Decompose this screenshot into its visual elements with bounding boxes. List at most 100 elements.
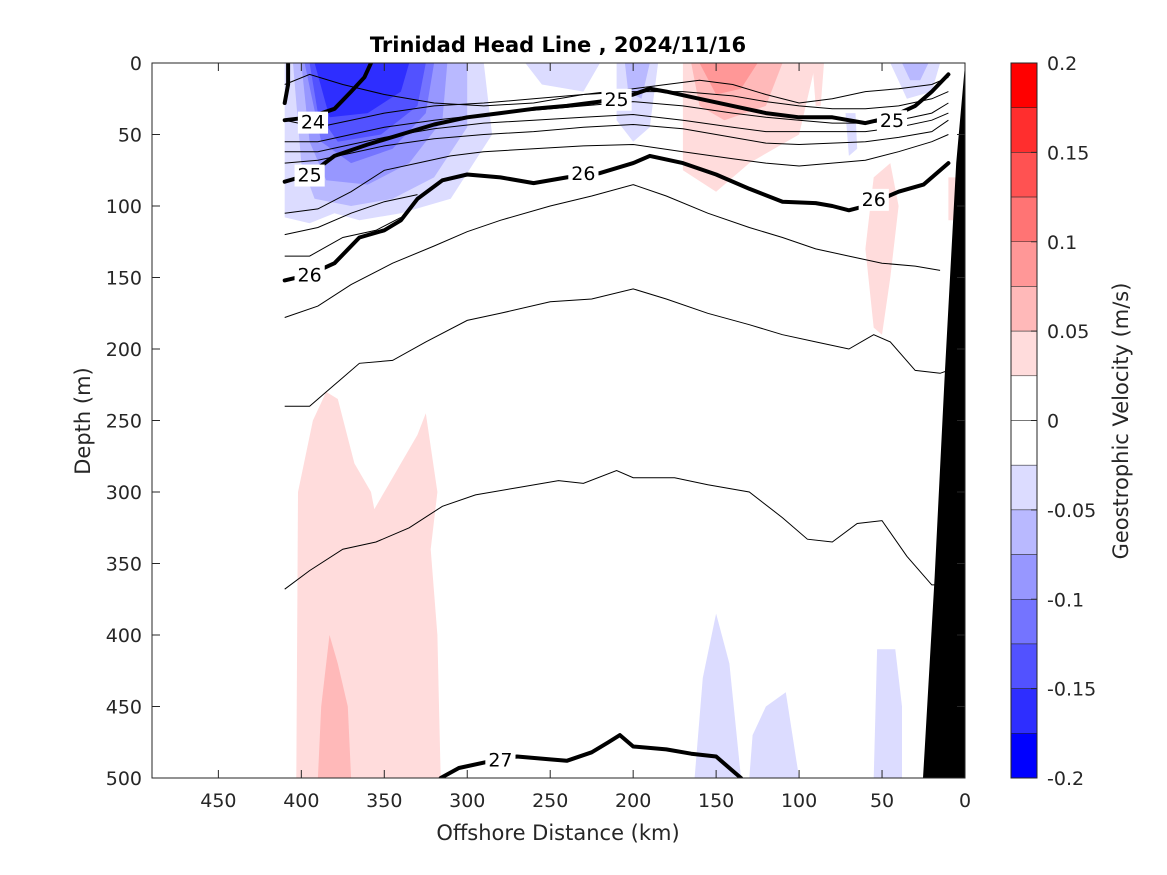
y-tick-label: 150 [106, 268, 142, 290]
bathymetry [922, 70, 965, 778]
plot-area: 24 25 25 25 26 26 26 27 [282, 63, 965, 778]
contour-label-26: 26 [298, 265, 322, 287]
y-axis-ticks: 0 50 100 150 200 250 300 350 400 450 500 [106, 53, 965, 790]
y-tick-label: 0 [130, 53, 142, 75]
x-tick-label: 300 [449, 790, 485, 812]
colorbar-tick-label: 0.15 [1047, 142, 1089, 164]
colorbar-level-13 [1010, 643, 1038, 689]
x-axis-ticks: 450 400 350 300 250 200 150 100 50 0 [200, 63, 971, 812]
colorbar-tick-label: 0 [1047, 411, 1059, 433]
colorbar-tick-label: 0.2 [1047, 53, 1077, 75]
y-axis-label: Depth (m) [71, 367, 95, 474]
isopycnal-thin-9 [284, 288, 949, 407]
isopycnal-thick-layer [282, 63, 951, 778]
x-tick-label: 450 [200, 790, 236, 812]
contour-label-bg [858, 188, 889, 211]
y-tick-label: 400 [106, 625, 142, 647]
velocity-patch-10 [890, 63, 941, 99]
colorbar-level-9 [1010, 464, 1038, 511]
x-tick-label: 150 [698, 790, 734, 812]
colorbar-ticks: 0.2 0.15 0.1 0.05 0 -0.05 -0.1 -0.15 -0.2 [1031, 53, 1096, 790]
contour-label-bg [568, 163, 599, 186]
contour-label-25: 25 [604, 89, 628, 111]
colorbar-level-8 [1010, 420, 1038, 466]
isopycnal-thin-4 [284, 119, 949, 164]
isopycnal-thin-5 [284, 134, 949, 214]
contour-label-bg [876, 110, 908, 133]
isopycnal-thin-0 [284, 73, 949, 107]
isopycnal-24-line-1 [282, 63, 291, 105]
x-tick-label: 50 [870, 790, 894, 812]
colorbar-level-10 [1010, 509, 1038, 555]
colorbar-level-7 [1010, 375, 1038, 421]
y-tick-label: 250 [106, 411, 142, 433]
colorbar-level-15 [1010, 733, 1038, 779]
isopycnal-thin-8 [284, 184, 941, 318]
contour-label-bg [601, 88, 632, 111]
x-tick-label: 400 [283, 790, 319, 812]
velocity-patch-6 [525, 63, 600, 92]
contour-label-bg [297, 111, 329, 134]
y-tick-label: 450 [106, 697, 142, 719]
isopycnal-thin-10 [284, 469, 941, 590]
y-tick-label: 350 [106, 554, 142, 576]
isopycnal-thin-7 [284, 216, 402, 257]
contour-label-26: 26 [862, 189, 886, 211]
contour-label-bg [294, 164, 325, 187]
colorbar-level-3 [1010, 196, 1038, 242]
contour-label-25: 25 [880, 110, 904, 132]
velocity-patch-22 [873, 649, 902, 778]
colorbar-tick-label: -0.2 [1047, 768, 1084, 790]
colorbar [1010, 62, 1038, 779]
x-tick-label: 100 [781, 790, 817, 812]
colorbar-level-11 [1010, 554, 1038, 600]
isopycnal-thin-6 [284, 194, 418, 236]
velocity-patch-19 [317, 635, 352, 778]
x-axis-label: Offshore Distance (km) [436, 821, 679, 845]
colorbar-label: Geostrophic Velocity (m/s) [1109, 283, 1133, 560]
colorbar-tick-label: -0.15 [1047, 679, 1096, 701]
colorbar-tick-label: 0.05 [1047, 321, 1089, 343]
x-tick-label: 350 [366, 790, 402, 812]
colorbar-tick-label: -0.05 [1047, 500, 1096, 522]
isopycnal-26-line-5 [282, 153, 951, 283]
colorbar-tick-label: -0.1 [1047, 589, 1084, 611]
chart-title: Trinidad Head Line , 2024/11/16 [370, 33, 746, 57]
contour-label-26: 26 [571, 163, 595, 185]
x-tick-label: 200 [615, 790, 651, 812]
velocity-patch-21 [749, 692, 800, 778]
velocity-patch-20 [694, 613, 741, 778]
y-tick-label: 300 [106, 482, 142, 504]
velocity-patch-9 [845, 113, 858, 156]
velocity-patch-18 [296, 391, 441, 778]
bathymetry-layer [922, 70, 965, 778]
colorbar-level-1 [1010, 107, 1038, 153]
x-tick-label: 250 [532, 790, 568, 812]
contour-label-bg [294, 264, 325, 287]
contour-label-bg [485, 749, 516, 772]
velocity-patch-11 [902, 63, 929, 81]
y-tick-label: 50 [118, 125, 142, 147]
colorbar-level-5 [1010, 286, 1038, 332]
colorbar-level-12 [1010, 599, 1038, 645]
x-tick-label: 0 [959, 790, 971, 812]
isopycnal-thin-3 [284, 112, 949, 153]
y-tick-label: 100 [106, 196, 142, 218]
contour-label-27: 27 [488, 749, 512, 771]
y-tick-label: 200 [106, 339, 142, 361]
colorbar-level-2 [1010, 152, 1038, 198]
plot-frame [151, 62, 966, 779]
contour-label-25: 25 [298, 165, 322, 187]
colorbar-level-0 [1010, 62, 1038, 108]
isopycnal-25-line-2 [282, 72, 951, 184]
velocity-patch-14 [699, 63, 758, 95]
colorbar-tick-label: 0.1 [1047, 232, 1077, 254]
colorbar-level-4 [1010, 241, 1038, 287]
contour-label-24: 24 [301, 112, 325, 134]
colorbar-level-14 [1010, 688, 1038, 734]
y-tick-label: 500 [106, 768, 142, 790]
velocity-patch-15 [812, 63, 824, 106]
colorbar-level-6 [1010, 330, 1038, 377]
contour-label-layer: 24 25 25 25 26 26 26 27 [294, 88, 908, 772]
